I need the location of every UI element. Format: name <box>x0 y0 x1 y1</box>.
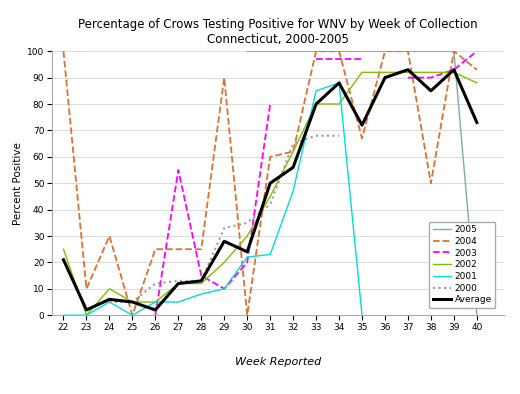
Title: Percentage of Crows Testing Positive for WNV by Week of Collection
Connecticut, : Percentage of Crows Testing Positive for… <box>79 18 478 46</box>
X-axis label: Week Reported: Week Reported <box>235 357 321 367</box>
Y-axis label: Percent Positive: Percent Positive <box>13 142 23 225</box>
Legend: 2005, 2004, 2003, 2002, 2001, 2000, Average: 2005, 2004, 2003, 2002, 2001, 2000, Aver… <box>429 221 496 308</box>
